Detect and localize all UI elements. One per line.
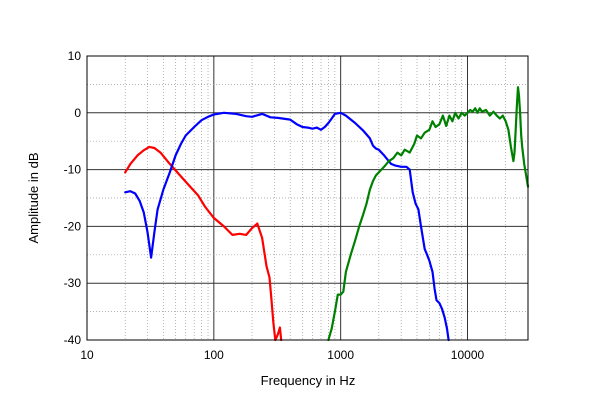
chart-grid <box>87 56 528 340</box>
y-tick-label: -40 <box>64 333 82 347</box>
plot-frame <box>86 55 529 341</box>
y-tick-label: -20 <box>64 219 82 233</box>
y-tick-label: 10 <box>68 49 82 63</box>
y-tick-labels: 10 0 -10 -20 -30 -40 <box>64 49 82 347</box>
y-tick-label: -10 <box>64 163 82 177</box>
series-line-2 <box>124 111 450 342</box>
x-tick-label: 10000 <box>451 348 485 362</box>
y-axis-label: Amplitude in dB <box>26 152 41 243</box>
series-line-1 <box>124 145 283 342</box>
y-tick-label: 0 <box>74 106 81 120</box>
x-tick-labels: 10 100 1000 10000 <box>80 348 484 362</box>
x-tick-label: 10 <box>80 348 94 362</box>
x-tick-label: 100 <box>204 348 224 362</box>
x-axis-label: Frequency in Hz <box>261 373 356 388</box>
series-line-3 <box>327 86 530 342</box>
x-tick-label: 1000 <box>327 348 354 362</box>
y-tick-label: -30 <box>64 276 82 290</box>
chart-series-group <box>124 86 530 342</box>
